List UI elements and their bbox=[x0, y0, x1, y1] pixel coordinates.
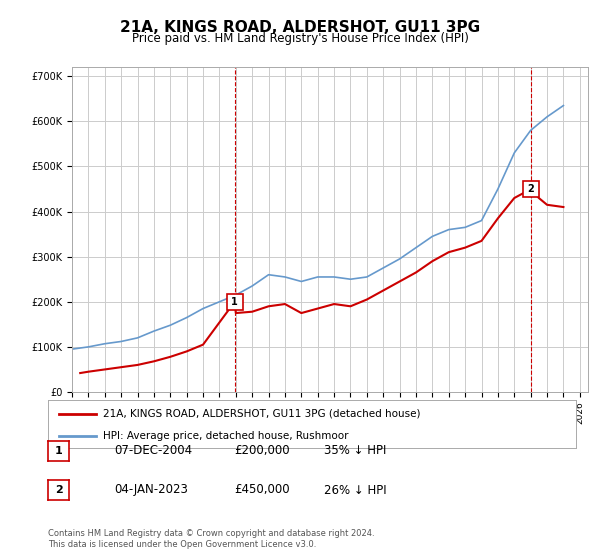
Text: 2: 2 bbox=[55, 485, 62, 495]
Text: 1: 1 bbox=[55, 446, 62, 456]
Text: 07-DEC-2004: 07-DEC-2004 bbox=[114, 444, 192, 458]
Text: 2: 2 bbox=[527, 184, 535, 194]
Text: 26% ↓ HPI: 26% ↓ HPI bbox=[324, 483, 386, 497]
Text: Contains HM Land Registry data © Crown copyright and database right 2024.
This d: Contains HM Land Registry data © Crown c… bbox=[48, 529, 374, 549]
Text: 21A, KINGS ROAD, ALDERSHOT, GU11 3PG (detached house): 21A, KINGS ROAD, ALDERSHOT, GU11 3PG (de… bbox=[103, 409, 421, 419]
Text: £200,000: £200,000 bbox=[234, 444, 290, 458]
Text: 21A, KINGS ROAD, ALDERSHOT, GU11 3PG: 21A, KINGS ROAD, ALDERSHOT, GU11 3PG bbox=[120, 20, 480, 35]
Text: 04-JAN-2023: 04-JAN-2023 bbox=[114, 483, 188, 497]
Text: Price paid vs. HM Land Registry's House Price Index (HPI): Price paid vs. HM Land Registry's House … bbox=[131, 32, 469, 45]
Text: 1: 1 bbox=[231, 297, 238, 307]
Text: HPI: Average price, detached house, Rushmoor: HPI: Average price, detached house, Rush… bbox=[103, 431, 349, 441]
Text: 35% ↓ HPI: 35% ↓ HPI bbox=[324, 444, 386, 458]
Text: £450,000: £450,000 bbox=[234, 483, 290, 497]
